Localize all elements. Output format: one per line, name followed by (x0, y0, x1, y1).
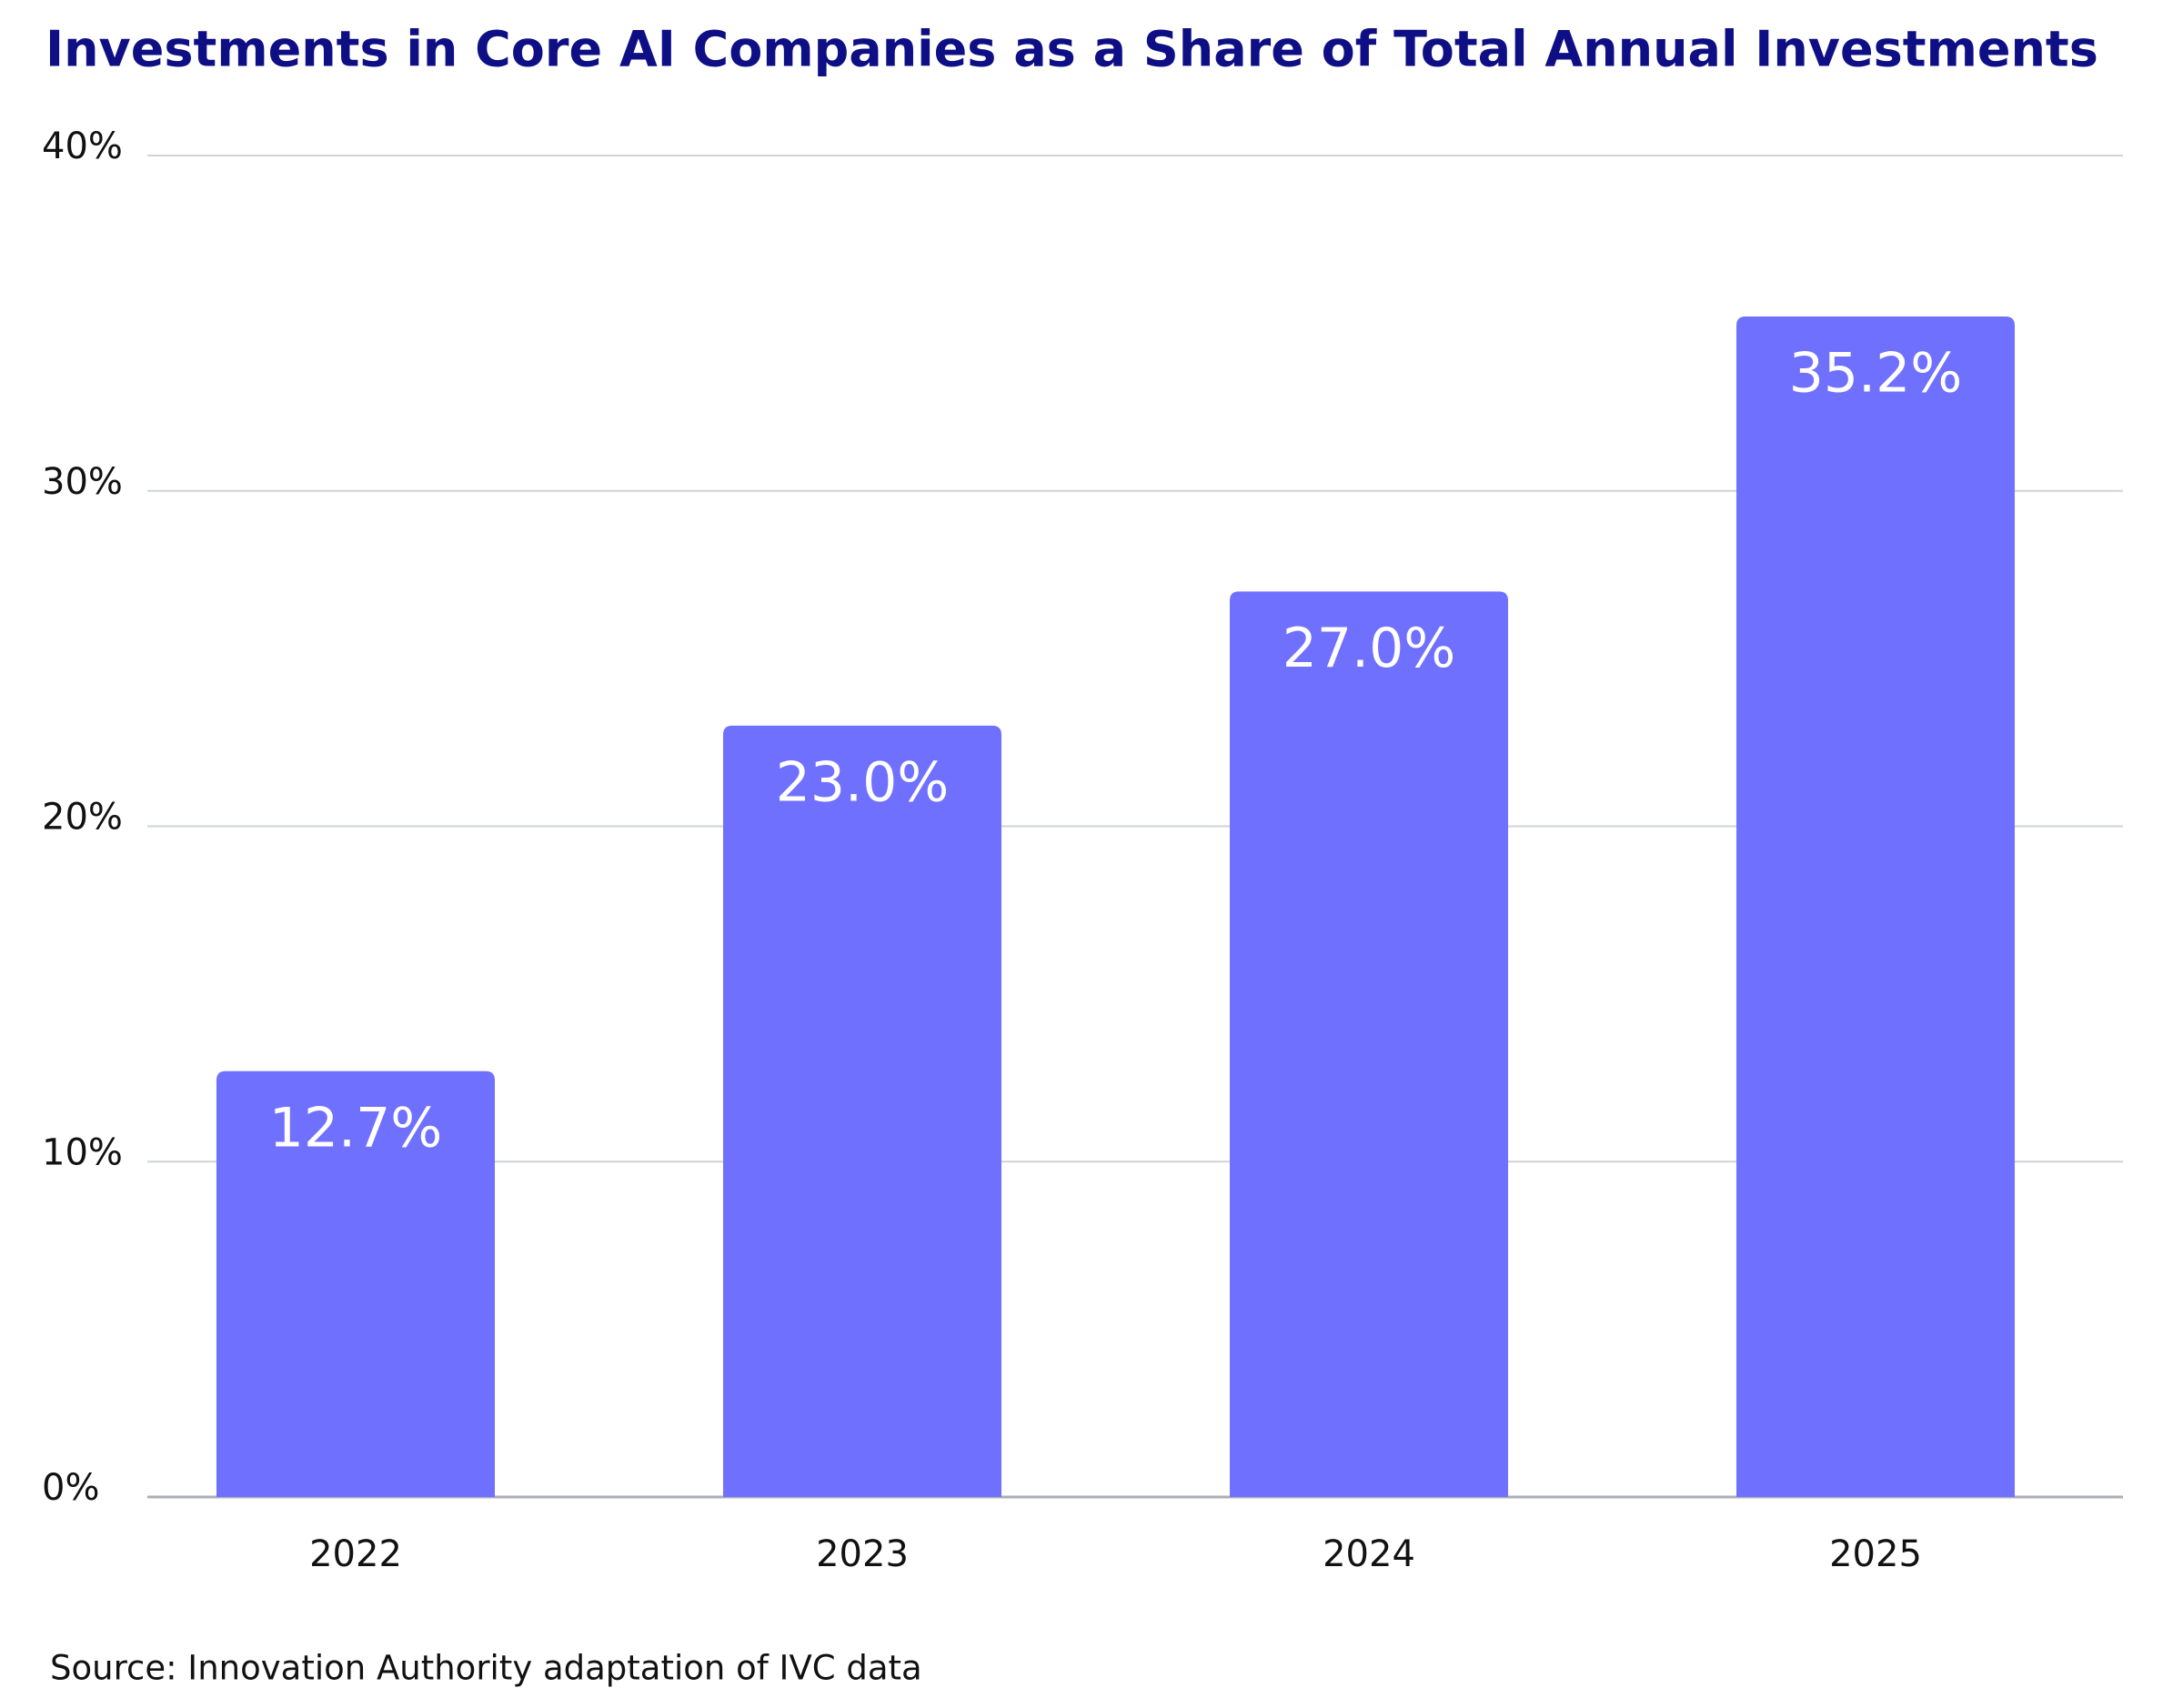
x-tick-label: 2025 (1829, 1533, 1922, 1575)
y-tick-label: 0% (42, 1467, 99, 1509)
value-label: 23.0% (776, 750, 950, 814)
y-tick-label: 40% (42, 126, 123, 167)
x-tick-label: 2024 (1323, 1533, 1415, 1575)
chart-title: Investments in Core AI Companies as a Sh… (45, 21, 2098, 78)
x-tick-label: 2023 (816, 1533, 909, 1575)
y-tick-label: 20% (42, 797, 123, 839)
bar (1230, 591, 1508, 1497)
y-tick-label: 10% (42, 1131, 123, 1173)
y-tick-label: 30% (42, 461, 123, 503)
value-label: 12.7% (269, 1096, 443, 1160)
x-tick-label: 2022 (309, 1533, 402, 1575)
bar (723, 725, 1001, 1497)
value-label: 27.0% (1283, 617, 1456, 680)
bar (1736, 316, 2015, 1497)
value-label: 35.2% (1789, 342, 1963, 406)
bar (216, 1070, 495, 1497)
source-note: Source: Innovation Authority adaptation … (50, 1649, 922, 1688)
